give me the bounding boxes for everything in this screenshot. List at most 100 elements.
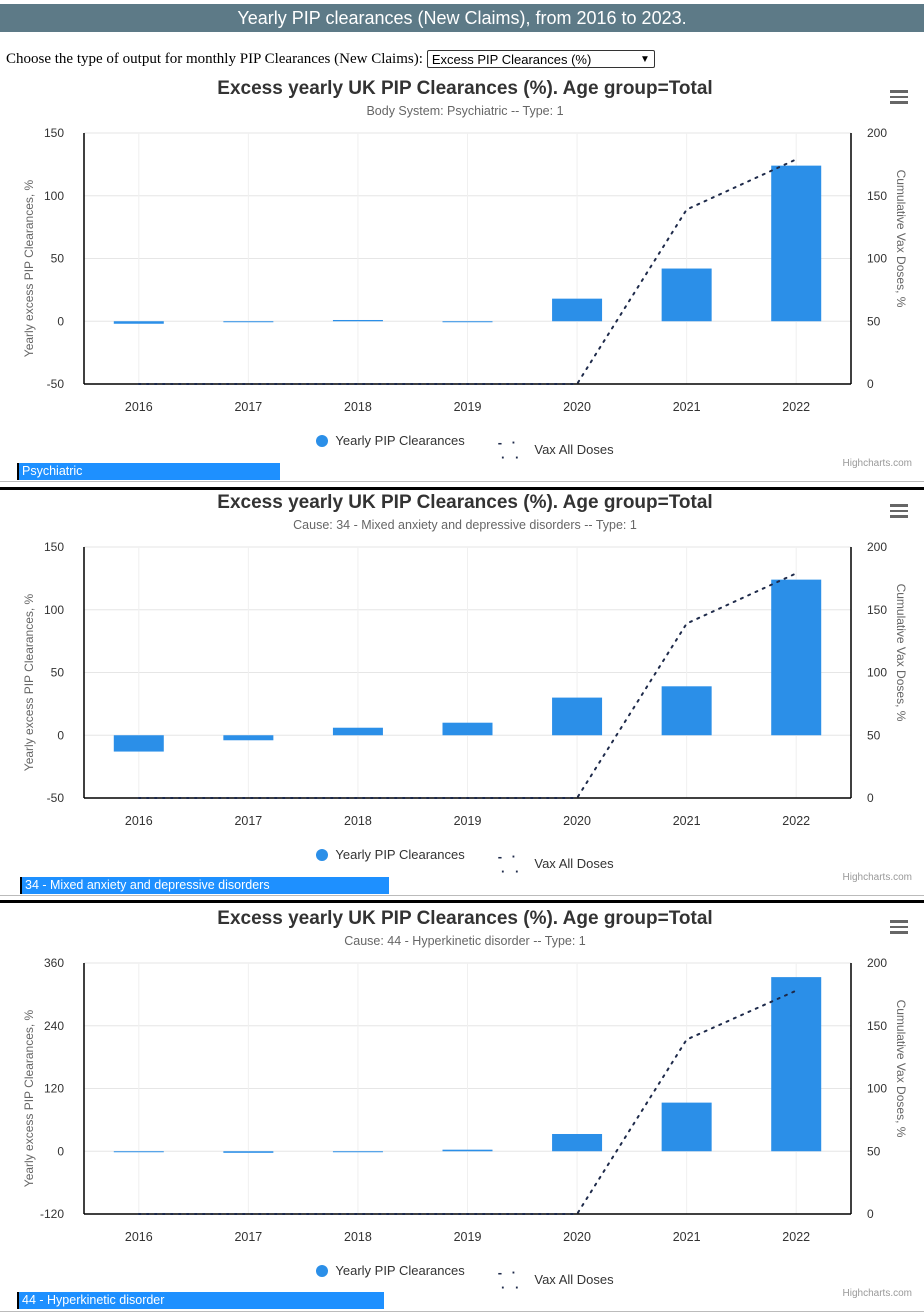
- chart-subtitle: Body System: Psychiatric -- Type: 1: [366, 104, 564, 118]
- y-tick-label: 50: [51, 666, 65, 680]
- y2-tick-label: 100: [867, 252, 887, 266]
- y-tick-label: 240: [44, 1019, 64, 1033]
- y2-tick-label: 0: [867, 1207, 874, 1221]
- y-tick-label: -50: [47, 377, 65, 391]
- chart-legend: Yearly PIP Clearances - · · · Vax All Dos…: [0, 847, 924, 879]
- bar-2016: [113, 1151, 164, 1153]
- legend-item-pip[interactable]: Yearly PIP Clearances: [316, 847, 465, 862]
- y2-tick-label: 50: [867, 1144, 881, 1158]
- chart-title: Excess yearly UK PIP Clearances (%). Age…: [217, 908, 713, 929]
- hamburger-menu-icon[interactable]: [890, 90, 908, 104]
- x-tick-label: 2016: [125, 1230, 153, 1244]
- bar-2016: [113, 321, 164, 324]
- circle-icon: [316, 434, 329, 447]
- divider: [0, 1311, 924, 1312]
- vax-line: [137, 572, 798, 799]
- selector-bar-psychiatric[interactable]: Psychiatric: [17, 463, 280, 480]
- circle-icon: [316, 848, 329, 861]
- dash-dot-line-icon: - · · ·: [494, 848, 523, 879]
- y-tick-label: 0: [57, 314, 64, 328]
- y-tick-label: 120: [44, 1082, 64, 1096]
- y2-tick-label: 150: [867, 1019, 887, 1033]
- highcharts-credit[interactable]: Highcharts.com: [842, 872, 912, 883]
- legend-label-vax: Vax All Doses: [534, 442, 614, 457]
- y2-tick-label: 150: [867, 189, 887, 203]
- output-type-select[interactable]: Excess PIP Clearances (%) ▼: [426, 50, 655, 68]
- highcharts-credit[interactable]: Highcharts.com: [842, 458, 912, 469]
- x-tick-label: 2016: [125, 400, 153, 414]
- y2-tick-label: 0: [867, 791, 874, 805]
- chart-panel-anxiety-depression: Excess yearly UK PIP Clearances (%). Age…: [0, 492, 924, 892]
- x-tick-label: 2020: [563, 400, 591, 414]
- legend-item-vax[interactable]: - · · · Vax All Doses: [488, 849, 613, 879]
- y-tick-label: 100: [44, 603, 64, 617]
- y-tick-label: 150: [44, 540, 64, 554]
- bar-2020: [552, 1133, 603, 1152]
- selector-bar-anxiety-depression[interactable]: 34 - Mixed anxiety and depressive disord…: [20, 877, 389, 894]
- chart-subtitle: Cause: 34 - Mixed anxiety and depressive…: [293, 518, 637, 532]
- bar-2021: [661, 686, 712, 736]
- legend-label-pip: Yearly PIP Clearances: [335, 847, 465, 862]
- legend-label-pip: Yearly PIP Clearances: [335, 433, 465, 448]
- bar-2019: [442, 722, 493, 736]
- x-tick-label: 2017: [234, 814, 262, 828]
- y2-axis-title: Cumulative Vax Doses, %: [894, 584, 908, 722]
- y-axis-title: Yearly excess PIP Clearances, %: [22, 593, 36, 771]
- y2-axis-title: Cumulative Vax Doses, %: [894, 1000, 908, 1138]
- y-tick-label: 360: [44, 956, 64, 970]
- divider: [0, 481, 924, 482]
- y-tick-label: -50: [47, 791, 65, 805]
- y-tick-label: -120: [40, 1207, 64, 1221]
- chart-plot: 360 240 120 0 -120 200 150 100 50 0 2016 2017 2018 20…: [22, 956, 908, 1244]
- legend-item-vax[interactable]: - · · · Vax All Doses: [488, 435, 613, 465]
- output-type-controls: Choose the type of output for monthly PI…: [6, 48, 655, 70]
- x-tick-label: 2016: [125, 814, 153, 828]
- chart-title: Excess yearly UK PIP Clearances (%). Age…: [217, 492, 713, 513]
- bar-2017: [223, 321, 274, 323]
- chart-title: Excess yearly UK PIP Clearances (%). Age…: [217, 78, 713, 99]
- x-tick-label: 2020: [563, 814, 591, 828]
- bar-2017: [223, 1151, 274, 1153]
- divider: [0, 900, 924, 903]
- y2-tick-label: 100: [867, 666, 887, 680]
- bar-2022: [771, 579, 822, 736]
- legend-item-pip[interactable]: Yearly PIP Clearances: [316, 433, 465, 448]
- highcharts-credit[interactable]: Highcharts.com: [842, 1288, 912, 1299]
- vax-line: [137, 989, 798, 1215]
- y2-tick-label: 200: [867, 956, 887, 970]
- hamburger-menu-icon[interactable]: [890, 920, 908, 934]
- page-banner-title: Yearly PIP clearances (New Claims), from…: [0, 4, 924, 32]
- chevron-down-icon: ▼: [639, 54, 650, 65]
- bar-2018: [332, 319, 383, 322]
- x-tick-label: 2018: [344, 1230, 372, 1244]
- x-tick-label: 2018: [344, 400, 372, 414]
- bar-2021: [661, 1102, 712, 1152]
- bar-2019: [442, 1149, 493, 1152]
- y-tick-label: 0: [57, 728, 64, 742]
- x-tick-label: 2022: [782, 1230, 810, 1244]
- x-tick-label: 2018: [344, 814, 372, 828]
- chart-plot: 150 100 50 0 -50 200 150 100 50 0 2016 2017 2018 2019…: [22, 540, 908, 828]
- x-tick-label: 2021: [673, 1230, 701, 1244]
- bar-2016: [113, 735, 164, 752]
- x-tick-label: 2022: [782, 814, 810, 828]
- x-tick-label: 2020: [563, 1230, 591, 1244]
- chart-subtitle: Cause: 44 - Hyperkinetic disorder -- Typ…: [344, 934, 586, 948]
- circle-icon: [316, 1264, 329, 1277]
- x-tick-label: 2022: [782, 400, 810, 414]
- legend-item-pip[interactable]: Yearly PIP Clearances: [316, 1263, 465, 1278]
- bar-2017: [223, 735, 274, 741]
- legend-label-pip: Yearly PIP Clearances: [335, 1263, 465, 1278]
- output-type-selected-value: Excess PIP Clearances (%): [431, 52, 592, 67]
- legend-item-vax[interactable]: - · · · Vax All Doses: [488, 1265, 613, 1295]
- selector-bar-hyperkinetic[interactable]: 44 - Hyperkinetic disorder: [17, 1292, 384, 1309]
- bar-2022: [771, 977, 822, 1152]
- legend-label-vax: Vax All Doses: [534, 1272, 614, 1287]
- divider: [0, 487, 924, 490]
- x-tick-label: 2019: [454, 1230, 482, 1244]
- hamburger-menu-icon[interactable]: [890, 504, 908, 518]
- dash-dot-line-icon: - · · ·: [494, 1264, 523, 1295]
- y2-tick-label: 50: [867, 314, 881, 328]
- chart-panel-hyperkinetic: Excess yearly UK PIP Clearances (%). Age…: [0, 908, 924, 1308]
- x-tick-label: 2017: [234, 1230, 262, 1244]
